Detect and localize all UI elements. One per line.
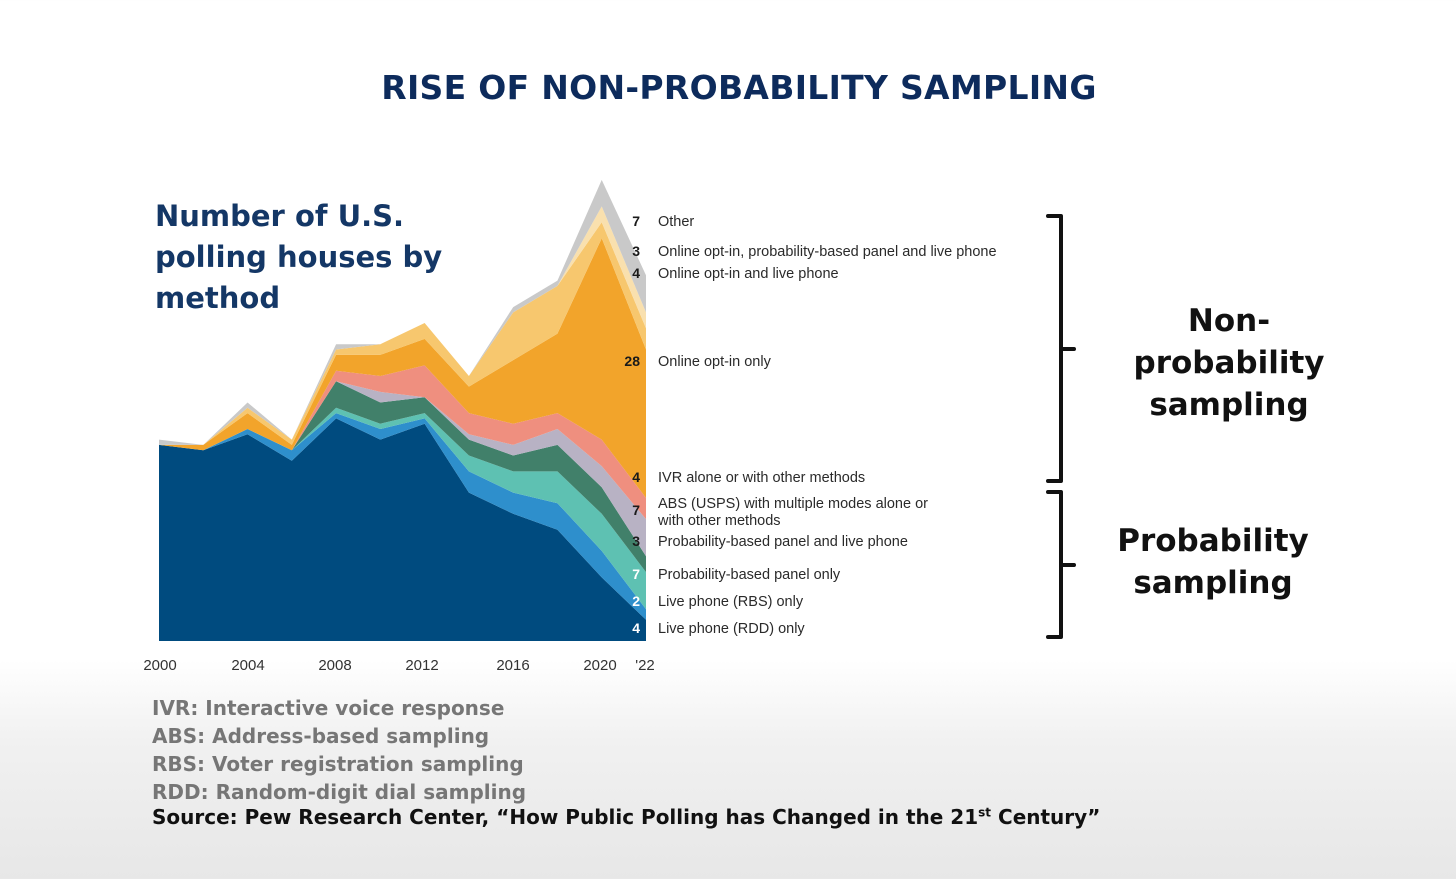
series-label: Live phone (RBS) only: [658, 594, 804, 610]
series-end-value: 3: [632, 533, 640, 549]
group-brackets: [1046, 214, 1076, 639]
series-label: Online opt-in, probability-based panel a…: [658, 244, 997, 260]
series-end-value: 28: [624, 353, 640, 369]
area-series-7: [159, 238, 646, 498]
chart-areas: [159, 179, 646, 641]
source-citation: Source: Pew Research Center, “How Public…: [152, 805, 1100, 829]
series-end-value: 7: [632, 566, 640, 582]
series-label: Other: [658, 214, 694, 230]
non-probability-bracket: [1046, 214, 1076, 483]
series-label: Online opt-in and live phone: [658, 266, 839, 282]
series-end-value: 4: [632, 469, 640, 485]
series-end-value: 7: [632, 213, 640, 229]
series-end-value: 2: [632, 593, 640, 609]
series-label: Probability-based panel only: [658, 567, 841, 583]
area-series-1: [159, 418, 646, 641]
x-tick-label: 2020: [583, 657, 616, 674]
series-label: Live phone (RDD) only: [658, 621, 805, 637]
glossary-item: ABS: Address-based sampling: [152, 724, 490, 748]
group-label-probability: Probability sampling: [1117, 523, 1309, 601]
x-axis-ticks: 2000 2004 2008 2012 2016 2020 '22: [143, 657, 654, 674]
series-labels: Live phone (RDD) only Live phone (RBS) on…: [657, 214, 997, 637]
series-label: Probability-based panel and live phone: [658, 534, 908, 550]
slide-title: RISE OF NON-PROBABILITY SAMPLING: [381, 68, 1097, 107]
glossary-item: IVR: Interactive voice response: [152, 696, 505, 720]
series-label: ABS (USPS) with multiple modes alone or w…: [657, 496, 928, 529]
x-tick-label: 2008: [318, 657, 351, 674]
glossary: IVR: Interactive voice response ABS: Add…: [152, 694, 526, 806]
x-tick-label: 2000: [143, 657, 176, 674]
series-end-value: 4: [632, 265, 640, 281]
series-end-value: 7: [632, 502, 640, 518]
source-text-end: Century”: [991, 805, 1101, 829]
end-value-labels: 4 2 7 3 7 4 28 4 3 7: [624, 213, 640, 636]
series-end-value: 4: [632, 620, 640, 636]
area-series-2: [159, 413, 646, 620]
x-tick-label: '22: [635, 657, 655, 674]
chart-subtitle: Number of U.S. polling houses by method: [155, 199, 443, 315]
group-label-non-probability: Non-probability sampling: [1133, 303, 1325, 423]
area-series-10: [159, 179, 646, 445]
x-tick-label: 2016: [496, 657, 529, 674]
glossary-item: RDD: Random-digit dial sampling: [152, 780, 527, 804]
source-superscript: st: [978, 805, 992, 820]
series-end-value: 3: [632, 243, 640, 259]
series-label: IVR alone or with other methods: [658, 470, 865, 486]
source-text: Source: Pew Research Center, “How Public…: [152, 805, 979, 829]
x-tick-label: 2012: [405, 657, 438, 674]
series-label: Online opt-in only: [658, 354, 772, 370]
probability-bracket: [1046, 490, 1076, 639]
glossary-item: RBS: Voter registration sampling: [152, 752, 524, 776]
area-series-8: [159, 222, 646, 445]
x-tick-label: 2004: [231, 657, 264, 674]
